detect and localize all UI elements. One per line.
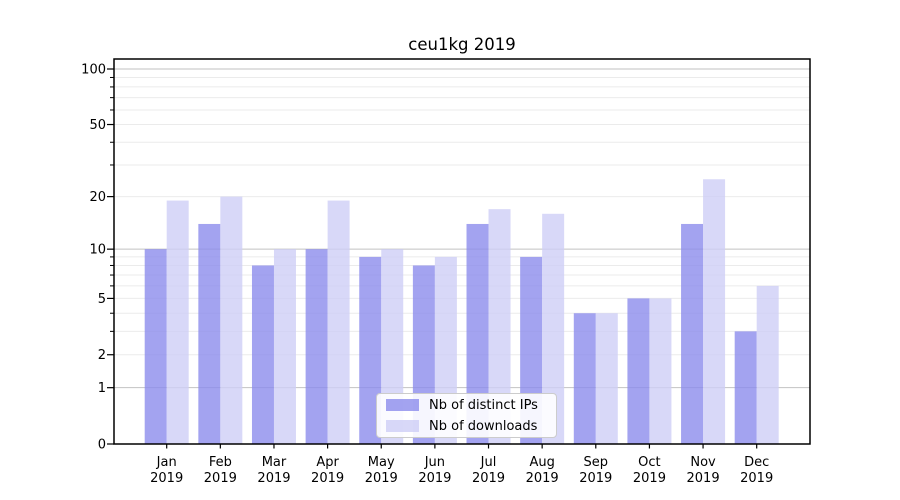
bar-distinct-ips-feb [198,223,221,444]
y-tick-label: 2 [98,348,106,363]
x-tick-label-year: 2019 [579,471,612,486]
bar-distinct-ips-dec [734,331,757,444]
x-tick-label-month: Nov [690,455,716,470]
y-tick-label: 50 [89,118,106,133]
y-tick-label: 100 [81,63,106,78]
x-tick-label-year: 2019 [257,471,290,486]
bar-distinct-ips-jul [466,223,489,444]
y-tick-label: 10 [89,243,106,258]
bar-downloads-feb [220,196,243,444]
bar-distinct-ips-apr [305,249,328,444]
legend-swatch-distinct-ips [386,399,419,411]
x-tick-label-year: 2019 [418,471,451,486]
chart-title: ceu1kg 2019 [408,35,516,54]
x-tick-label-year: 2019 [472,471,505,486]
y-tick-label: 5 [98,292,106,307]
y-tick-label: 20 [89,190,106,205]
x-tick-label-month: Jun [424,455,445,470]
legend-swatch-downloads [386,420,419,432]
y-tick-label: 0 [98,438,106,453]
bar-downloads-sep [595,313,618,444]
y-tick-label: 1 [98,381,106,396]
x-tick-label-month: May [368,455,395,470]
legend-item-distinct-ips: Nb of distinct IPs [377,398,556,413]
x-tick-label-month: Sep [584,455,609,470]
bar-downloads-apr [327,200,350,444]
x-tick-label-month: Apr [316,455,339,470]
x-tick-label-month: Oct [638,455,660,470]
x-tick-label-month: Dec [744,455,769,470]
x-tick-label-month: Jan [156,455,177,470]
x-tick-label-month: Feb [209,455,232,470]
x-tick-label-year: 2019 [633,471,666,486]
x-tick-label-month: Aug [529,455,554,470]
bar-downloads-jul [488,209,511,444]
x-tick-label-year: 2019 [150,471,183,486]
bar-downloads-aug [542,213,565,444]
x-tick-label-year: 2019 [740,471,773,486]
x-tick-label-year: 2019 [526,471,559,486]
x-tick-label-month: Mar [262,455,287,470]
bar-distinct-ips-oct [627,298,650,444]
legend-label-distinct-ips: Nb of distinct IPs [429,397,538,413]
bar-downloads-nov [703,179,726,444]
legend-label-downloads: Nb of downloads [429,418,538,434]
x-tick-label-year: 2019 [311,471,344,486]
bar-downloads-dec [756,285,779,444]
legend-item-downloads: Nb of downloads [377,419,556,434]
bar-downloads-mar [273,249,296,444]
bar-distinct-ips-nov [681,223,704,444]
x-tick-label-month: Jul [480,455,497,470]
axes-frame [113,58,811,445]
bar-distinct-ips-may [359,256,382,444]
bar-downloads-jan [166,200,189,444]
x-tick-label-year: 2019 [204,471,237,486]
x-tick-label-year: 2019 [365,471,398,486]
x-tick-label-year: 2019 [687,471,720,486]
bar-downloads-oct [649,298,672,444]
bar-distinct-ips-jan [144,249,167,444]
legend: Nb of distinct IPs Nb of downloads [376,393,557,438]
bar-distinct-ips-sep [573,313,596,444]
bar-distinct-ips-mar [251,265,274,444]
